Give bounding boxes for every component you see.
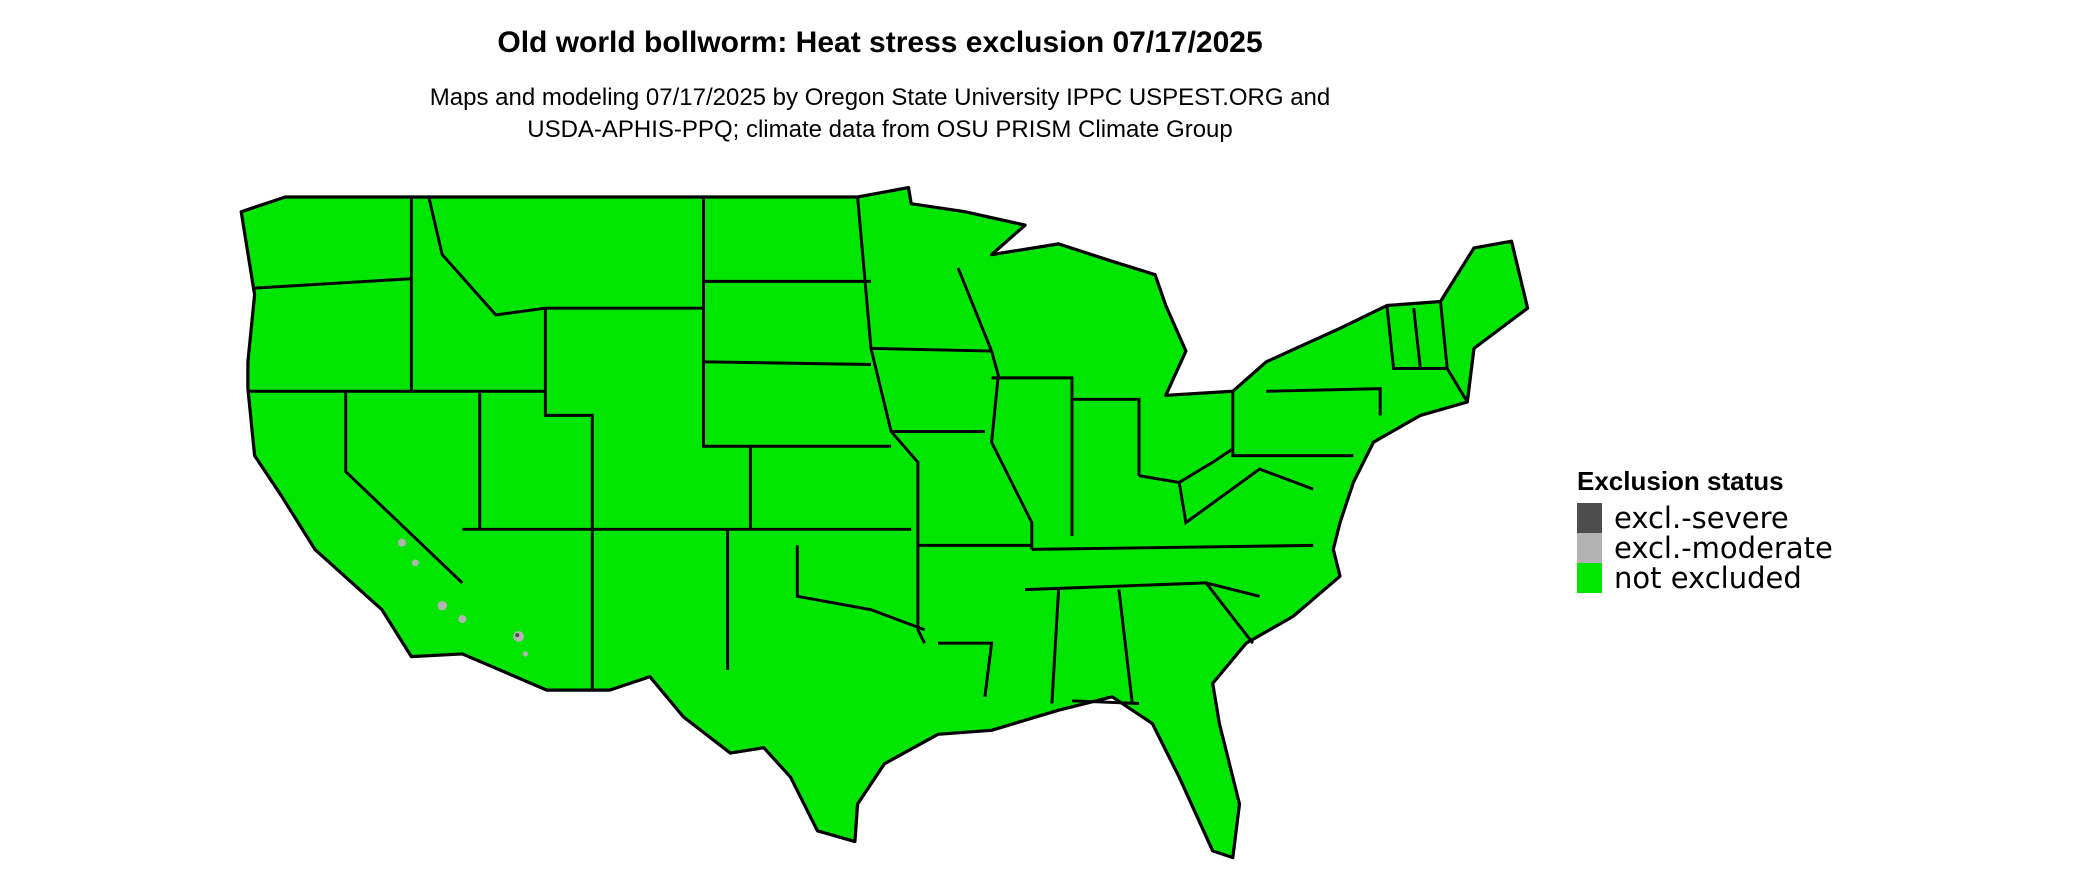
legend-label: excl.-severe bbox=[1614, 501, 1789, 535]
excluded-severe-patches bbox=[515, 633, 520, 638]
us-outline bbox=[239, 185, 1530, 860]
legend-item-severe: excl.-severe bbox=[1577, 503, 1833, 533]
legend-title: Exclusion status bbox=[1577, 466, 1784, 496]
legend-item-not-excluded: not excluded bbox=[1577, 563, 1833, 593]
legend: Exclusion status excl.-severe excl.-mode… bbox=[1577, 466, 1833, 593]
map-title: Old world bollworm: Heat stress exclusio… bbox=[497, 26, 1263, 59]
legend-swatch-moderate bbox=[1577, 533, 1602, 563]
map-subtitle-line-1: Maps and modeling 07/17/2025 by Oregon S… bbox=[429, 84, 1331, 111]
legend-label: not excluded bbox=[1614, 561, 1802, 595]
legend-label: excl.-moderate bbox=[1614, 531, 1833, 565]
legend-swatch-severe bbox=[1577, 503, 1602, 533]
legend-swatch-not-excluded bbox=[1577, 563, 1602, 593]
state-borders bbox=[249, 196, 1469, 705]
legend-item-moderate: excl.-moderate bbox=[1577, 533, 1833, 563]
map-subtitle-line-2: USDA-APHIS-PPQ; climate data from OSU PR… bbox=[527, 116, 1233, 143]
